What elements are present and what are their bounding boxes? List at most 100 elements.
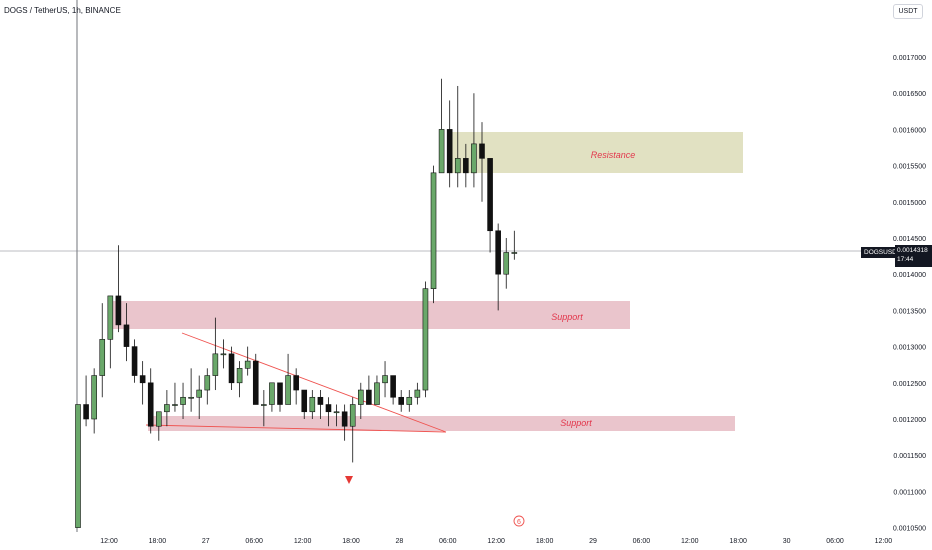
candle-up[interactable] — [261, 404, 267, 406]
time-tick-label: 06:00 — [633, 538, 651, 545]
triangle-base-line[interactable] — [145, 424, 447, 433]
candle-up[interactable] — [269, 382, 275, 405]
candle-up[interactable] — [382, 375, 388, 384]
time-tick-label: 27 — [202, 538, 210, 545]
time-tick-label: 18:00 — [149, 538, 167, 545]
candle-up[interactable] — [220, 353, 227, 356]
time-tick-label: 28 — [396, 538, 404, 545]
candle-down[interactable] — [479, 143, 485, 159]
candle-up[interactable] — [236, 368, 243, 384]
time-tick-label: 06:00 — [245, 538, 263, 545]
support-upper-label: Support — [551, 312, 583, 322]
candle-up[interactable] — [349, 404, 356, 427]
candle-up[interactable] — [285, 375, 291, 405]
last-price-badge: 0.0014318 17:44 — [895, 245, 932, 267]
candle-up[interactable] — [406, 396, 413, 405]
candle-down[interactable] — [463, 158, 469, 174]
candle-down[interactable] — [366, 389, 372, 405]
candle-countdown: 17:44 — [897, 256, 914, 263]
time-axis: 12:00 18:00 27 06:00 12:00 18:00 28 06:00 12:00 1… — [100, 538, 892, 545]
support-zone-upper[interactable] — [110, 301, 630, 329]
time-tick-label: 12:00 — [487, 538, 505, 545]
candle-down[interactable] — [115, 295, 122, 326]
candle-down[interactable] — [252, 360, 259, 405]
candle-down[interactable] — [317, 396, 324, 405]
price-tick-label: 0.0013000 — [893, 345, 926, 352]
candle-down[interactable] — [398, 396, 405, 405]
candle-down[interactable] — [147, 382, 154, 427]
price-tick-label: 0.0017000 — [893, 55, 926, 62]
time-tick-label: 06:00 — [439, 538, 457, 545]
time-tick-label: 12:00 — [100, 538, 118, 545]
tradingview-logo-icon: 6 — [513, 515, 525, 527]
candle-up[interactable] — [180, 396, 186, 405]
price-tick-label: 0.0015500 — [893, 164, 926, 171]
candle-down[interactable] — [293, 375, 299, 391]
candle-up[interactable] — [438, 129, 445, 174]
price-tick-label: 0.0014000 — [893, 272, 926, 279]
price-tick-label: 0.0016000 — [893, 127, 926, 134]
candle-up[interactable] — [91, 375, 97, 420]
candle-up[interactable] — [414, 389, 421, 398]
price-tick-label: 0.0011000 — [893, 489, 926, 496]
time-tick-label: 18:00 — [729, 538, 747, 545]
symbol-title: DOGS / TetherUS, 1h, BINANCE — [4, 6, 121, 15]
price-tick-label: 0.0014500 — [893, 236, 926, 243]
candle-up[interactable] — [75, 404, 81, 528]
candle-down[interactable] — [301, 389, 308, 413]
candle-up[interactable] — [333, 411, 340, 414]
candle-down[interactable] — [277, 382, 283, 405]
resistance-zone[interactable] — [448, 132, 743, 173]
candle-down[interactable] — [228, 353, 235, 384]
candle-down[interactable] — [123, 324, 130, 347]
price-axis: 0.0017000 0.0016500 0.0016000 0.0015500 0.00… — [893, 55, 926, 533]
candle-up[interactable] — [244, 360, 251, 369]
candle-up[interactable] — [188, 396, 194, 399]
candle-down[interactable] — [139, 375, 146, 384]
candle-up[interactable] — [99, 339, 106, 376]
resistance-label: Resistance — [591, 150, 636, 160]
candle-up[interactable] — [156, 411, 162, 427]
price-tick-label: 0.0015000 — [893, 200, 926, 207]
candle-up[interactable] — [309, 396, 316, 413]
time-tick-label: 12:00 — [294, 538, 312, 545]
candle-down[interactable] — [341, 411, 348, 427]
candle-up[interactable] — [204, 375, 211, 391]
candle-up[interactable] — [471, 143, 477, 174]
candle-up[interactable] — [454, 158, 461, 174]
time-tick-label: 18:00 — [536, 538, 554, 545]
candle-down[interactable] — [495, 230, 501, 275]
candle-down[interactable] — [487, 158, 493, 232]
candle-up[interactable] — [430, 172, 437, 289]
time-tick-label: 12:00 — [875, 538, 893, 545]
candle-up[interactable] — [422, 288, 429, 391]
candle-down[interactable] — [131, 346, 138, 376]
candle-up[interactable] — [503, 252, 510, 275]
candle-up[interactable] — [164, 404, 170, 413]
candle-up[interactable] — [172, 404, 178, 406]
candle-up[interactable] — [212, 353, 219, 376]
currency-button[interactable]: USDT — [893, 4, 923, 19]
candlestick-series — [75, 78, 518, 528]
time-tick-label: 29 — [589, 538, 597, 545]
support-zone-lower[interactable] — [148, 416, 735, 431]
price-tick-label: 0.0010500 — [893, 526, 926, 533]
candle-up[interactable] — [357, 389, 364, 405]
time-tick-label: 18:00 — [342, 538, 360, 545]
candle-up[interactable] — [511, 252, 518, 254]
time-tick-label: 06:00 — [826, 538, 844, 545]
price-tick-label: 0.0012000 — [893, 417, 926, 424]
candle-up[interactable] — [107, 295, 114, 340]
ticker-badge: DOGSUSDT — [861, 247, 904, 258]
candle-down[interactable] — [390, 375, 396, 398]
candle-down[interactable] — [325, 404, 332, 413]
descending-trendline[interactable] — [181, 332, 447, 433]
candle-down[interactable] — [446, 129, 453, 174]
candle-down[interactable] — [83, 404, 89, 420]
candle-up[interactable] — [196, 389, 202, 398]
down-arrow-marker — [345, 476, 353, 484]
last-price-value: 0.0014318 — [897, 247, 928, 254]
candle-up[interactable] — [374, 382, 380, 405]
price-tick-label: 0.0012500 — [893, 381, 926, 388]
